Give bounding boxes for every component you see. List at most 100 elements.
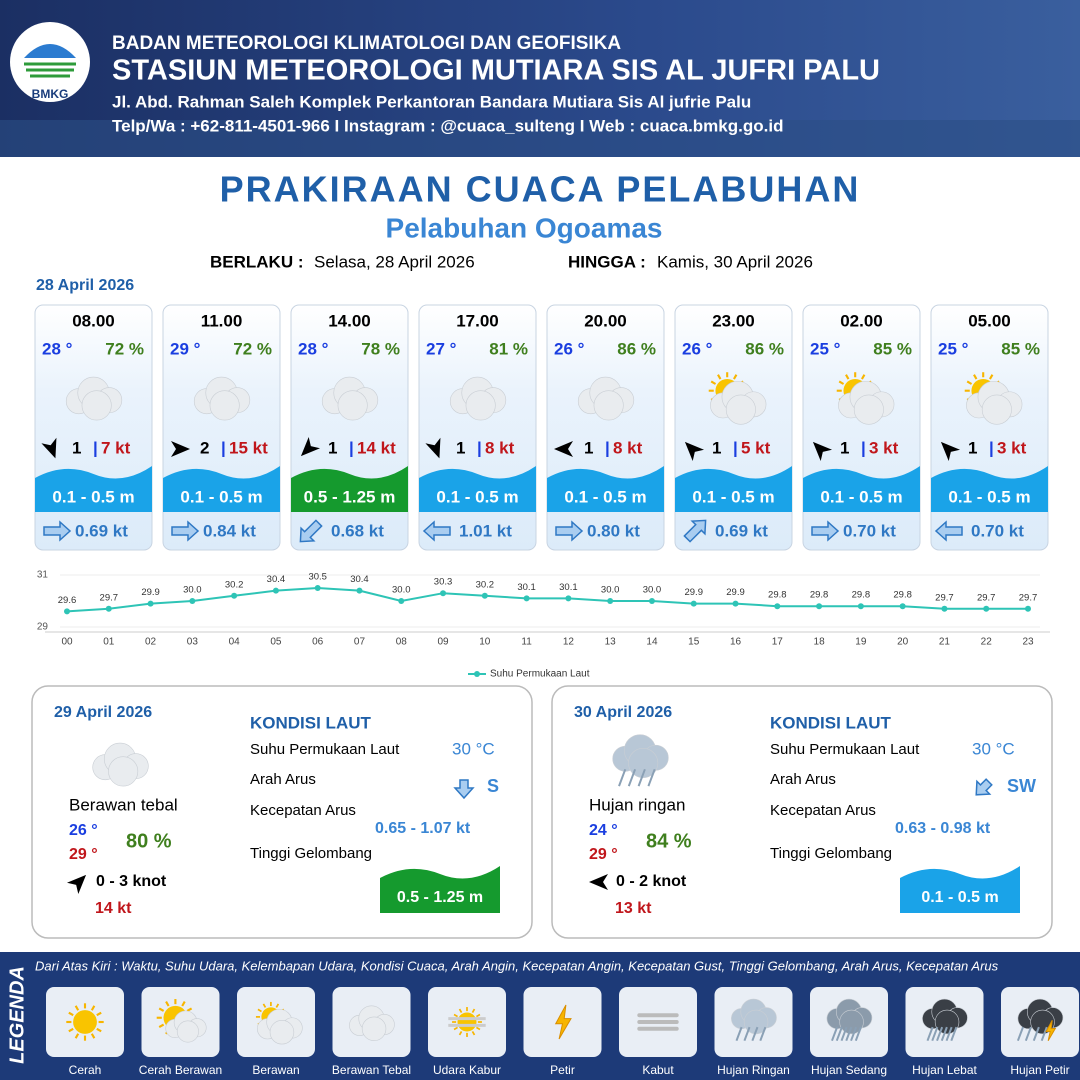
- humidity: 86 %: [745, 339, 784, 358]
- sst-chart: 29 31 29.6 00 29.7 01 29.9 02 30.0 03 30.2 04 30.4 05…: [37, 570, 1050, 680]
- separator: |: [989, 438, 994, 457]
- subtitle: Pelabuhan Ogoamas: [386, 212, 663, 243]
- wave-height: 0.1 - 0.5 m: [692, 487, 774, 506]
- wave-height: 0.1 - 0.5 m: [52, 487, 134, 506]
- legend-label: Cerah: [69, 1063, 102, 1077]
- sun-ray: [158, 1023, 165, 1029]
- legend-item: Cerah: [46, 987, 124, 1077]
- value-label: 29.8: [810, 590, 829, 601]
- x-tick-label: 04: [229, 637, 241, 648]
- wave-height: 0.1 - 0.5 m: [436, 487, 518, 506]
- rain-drop: [854, 1026, 862, 1042]
- forecast-card: 17.00 27 ° 81 % 1 | 8 kt 0.1 - 0.5 m 1.01 kt: [418, 304, 537, 551]
- current-speed: 1.01 kt: [459, 521, 512, 540]
- valid-from-label: BERLAKU :: [210, 252, 304, 271]
- x-tick-label: 12: [563, 637, 575, 648]
- direction-arrow: [66, 874, 87, 895]
- sun-ray: [838, 380, 845, 385]
- contact: Telp/Wa : +62-811-4501-966 I Instagram :…: [112, 116, 783, 135]
- separator: |: [605, 438, 610, 457]
- x-tick-label: 15: [688, 637, 700, 648]
- rain-drop: [751, 1026, 759, 1042]
- logo-arc: [24, 44, 76, 58]
- time: 17.00: [456, 311, 499, 330]
- rain-drop: [936, 1026, 944, 1042]
- current-speed-label: Kecepatan Arus: [250, 802, 356, 819]
- sst-point: [565, 595, 572, 602]
- temperature: 28 °: [42, 339, 73, 358]
- current-speed: 0.70 kt: [843, 521, 896, 540]
- x-tick-label: 16: [730, 637, 742, 648]
- day-panel: 30 April 2026 Hujan ringan 24 ° 29 ° 84 % 0 -…: [551, 685, 1053, 939]
- humidity: 85 %: [873, 339, 912, 358]
- rain-drop: [850, 1026, 858, 1042]
- legend-label: Hujan Petir: [1010, 1063, 1069, 1077]
- date: 30 April 2026: [574, 704, 672, 721]
- gust: 15 kt: [229, 438, 268, 457]
- sun: [73, 1010, 97, 1034]
- temp-min: 24 °: [589, 822, 618, 839]
- gust: 3 kt: [997, 438, 1027, 457]
- legend-label: Hujan Sedang: [811, 1063, 887, 1077]
- temp-max: 29 °: [69, 846, 98, 863]
- sst-point: [189, 598, 196, 604]
- rain-drop: [1024, 1026, 1032, 1042]
- x-tick-label: 18: [814, 637, 826, 648]
- wind-speed: 1: [968, 438, 977, 457]
- x-tick-label: 13: [605, 637, 617, 648]
- current-dir: S: [487, 776, 499, 796]
- wind-speed: 1: [712, 438, 721, 457]
- legend-item: Berawan: [237, 987, 315, 1077]
- current-speed: 0.69 kt: [75, 521, 128, 540]
- direction-arrow: [812, 441, 833, 462]
- forecast-card: 08.00 28 ° 72 % 1 | 7 kt 0.1 - 0.5 m 0.69 kt: [34, 304, 153, 551]
- rain-drop: [1040, 1026, 1048, 1042]
- sst-point: [105, 605, 112, 612]
- current-speed: 0.68 kt: [331, 521, 384, 540]
- rain-drop: [940, 1026, 948, 1042]
- title: PRAKIRAAN CUACA PELABUHAN: [220, 169, 861, 210]
- temp-max: 29 °: [589, 846, 618, 863]
- rain-drop: [835, 1026, 843, 1042]
- wave-height: 0.5 - 1.25 m: [304, 487, 396, 506]
- gust: 8 kt: [613, 438, 643, 457]
- humidity: 78 %: [361, 339, 400, 358]
- value-label: 29.7: [935, 592, 954, 603]
- temperature: 25 °: [810, 339, 841, 358]
- sun-ray: [973, 374, 978, 380]
- day-panel: 29 April 2026 Berawan tebal 26 ° 29 ° 80 % 0 …: [31, 685, 533, 939]
- sst-point: [607, 598, 614, 604]
- x-tick-label: 01: [103, 637, 115, 648]
- forecast-card: 02.00 25 ° 85 % 1 | 3 kt 0.1 - 0.5 m 0.70 kt: [802, 304, 921, 551]
- sun-ray: [475, 1013, 481, 1018]
- wave-band: [163, 466, 280, 512]
- sun-ray: [74, 1005, 80, 1011]
- value-label: 29.8: [852, 590, 871, 601]
- separator: |: [221, 438, 226, 457]
- separator: |: [477, 438, 482, 457]
- sun-ray: [471, 1008, 476, 1014]
- wave-height: 0.1 - 0.5 m: [180, 487, 262, 506]
- rain-drop: [831, 1026, 839, 1042]
- cloud-puff: [108, 756, 139, 787]
- value-label: 29.9: [141, 587, 160, 598]
- rain-drop: [931, 1026, 939, 1042]
- wind: 0 - 2 knot: [616, 873, 687, 890]
- rain-drop: [735, 1026, 743, 1042]
- separator: |: [93, 438, 98, 457]
- current-arrow: [299, 519, 323, 543]
- wave: 0.1 - 0.5 m: [921, 889, 998, 906]
- sst-point: [440, 590, 447, 597]
- sun-ray: [181, 1001, 186, 1007]
- sst-point: [356, 587, 363, 594]
- wave-band: [675, 466, 792, 512]
- cloud-puff: [269, 1019, 295, 1045]
- wave-label: Tinggi Gelombang: [250, 845, 372, 862]
- cloud-puff: [725, 394, 756, 425]
- legend-label: Berawan Tebal: [332, 1063, 411, 1077]
- wave-height: 0.1 - 0.5 m: [564, 487, 646, 506]
- gust: 14 kt: [95, 900, 132, 917]
- current-arrow: [422, 520, 451, 542]
- direction-arrow: [425, 437, 441, 459]
- value-label: 29.7: [977, 592, 996, 603]
